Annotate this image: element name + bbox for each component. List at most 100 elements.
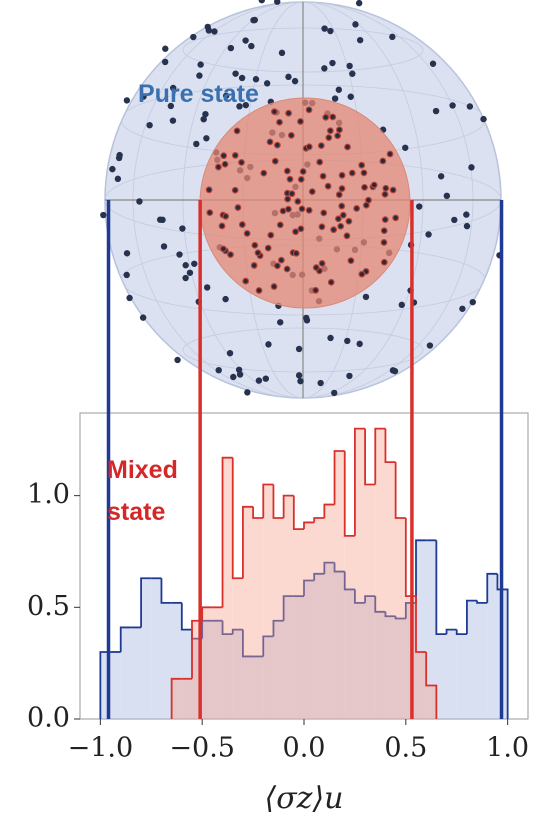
mixed-state-dot	[297, 175, 305, 183]
hist-step	[343, 450, 355, 537]
hist-bar	[253, 656, 264, 719]
mixed-state-dot	[305, 106, 313, 114]
mixed-state-dot	[330, 226, 338, 234]
state-dot	[116, 151, 123, 159]
state-dot	[344, 337, 351, 345]
mixed-state-dot	[266, 138, 274, 146]
hist-bar	[253, 517, 264, 719]
y-tick-label: 1.0	[27, 479, 70, 510]
hist-step	[201, 606, 213, 621]
mixed-state-dot	[343, 232, 351, 240]
state-dot	[295, 345, 303, 353]
hist-step	[384, 611, 396, 618]
mixed-state-dot	[319, 172, 327, 180]
mixed-state-dot	[233, 127, 241, 135]
mixed-state-dot	[389, 186, 397, 194]
hist-bar	[426, 685, 437, 719]
mixed-state-dot	[320, 209, 328, 217]
mixed-state-dot	[312, 286, 320, 294]
mixed-state-dot	[287, 131, 295, 139]
mixed-state-dot	[381, 216, 389, 224]
state-dot	[258, 0, 265, 4]
mixed-state-label: Mixed	[107, 456, 178, 484]
x-tick-label: 0.0	[283, 733, 326, 764]
hist-step	[364, 428, 376, 486]
hist-step	[445, 628, 457, 635]
hist-bar	[263, 636, 274, 719]
state-dot	[398, 301, 405, 309]
hist-step	[435, 540, 447, 636]
hist-step	[323, 503, 335, 518]
state-dot	[202, 110, 209, 118]
state-dot	[169, 117, 177, 124]
mixed-state-dot	[219, 245, 227, 253]
mixed-state-dot	[251, 241, 259, 249]
x-axis-label: ⟨σz⟩u	[264, 781, 343, 816]
x-tick-label: −0.5	[169, 733, 235, 764]
mixed-state-dot	[334, 215, 342, 223]
state-dot	[443, 192, 451, 200]
hist-bar	[304, 522, 315, 719]
state-dot	[140, 93, 147, 100]
state-dot	[297, 377, 304, 385]
hist-bar	[456, 634, 467, 719]
hist-step	[374, 427, 386, 485]
hist-bar	[354, 602, 366, 719]
hist-bar	[263, 484, 274, 719]
hist-step	[231, 628, 243, 635]
state-dot	[429, 60, 437, 67]
hist-step	[292, 495, 304, 531]
state-dot	[346, 62, 353, 70]
state-dot	[432, 107, 440, 115]
state-dot	[303, 317, 311, 324]
hist-bar	[334, 450, 345, 719]
mixed-state-dot	[317, 142, 325, 150]
hist-step	[221, 456, 233, 608]
mixed-state-dot	[221, 160, 229, 168]
hist-bar	[161, 602, 172, 719]
mixed-state-dot	[305, 206, 313, 214]
state-dot	[203, 135, 210, 142]
state-dot	[362, 293, 370, 301]
hist-bar	[436, 634, 447, 719]
mixed-state-dot	[292, 249, 300, 257]
mixed-state-dot	[379, 157, 387, 165]
state-dot	[203, 284, 211, 291]
state-dot	[230, 373, 237, 381]
state-dot	[123, 97, 131, 104]
state-dot	[123, 250, 131, 257]
hist-bar	[202, 607, 213, 719]
hist-step	[201, 619, 213, 639]
hist-bar	[487, 573, 498, 719]
mixed-state-dot	[205, 186, 213, 194]
mixed-state-dot	[386, 150, 394, 158]
state-dot	[226, 349, 234, 357]
mixed-state-dot	[358, 270, 366, 278]
mixed-state-dot	[238, 158, 245, 166]
hist-step	[282, 494, 294, 518]
state-dot	[222, 295, 229, 303]
hist-bar	[192, 638, 203, 719]
state-dot	[174, 356, 181, 364]
state-dot	[126, 294, 133, 302]
mixed-state-dot	[254, 249, 262, 257]
state-dot	[262, 375, 269, 382]
mixed-state-dot	[382, 184, 390, 192]
hist-bar	[395, 618, 406, 719]
state-dot	[215, 366, 222, 374]
mixed-state-dot	[238, 221, 246, 228]
bloch-sphere	[100, 0, 503, 399]
state-dot	[255, 377, 263, 384]
state-dot	[331, 95, 339, 102]
mixed-state-dot	[284, 195, 292, 203]
hist-step	[313, 517, 325, 523]
hist-step	[140, 577, 152, 628]
mixed-state-dot	[362, 201, 370, 209]
state-dot	[389, 33, 396, 41]
state-dot	[146, 121, 153, 129]
hist-step	[231, 457, 243, 580]
hist-bar	[283, 596, 294, 719]
state-dot	[469, 298, 476, 306]
hist-step	[394, 616, 406, 620]
mixed-state-dot	[285, 205, 292, 213]
